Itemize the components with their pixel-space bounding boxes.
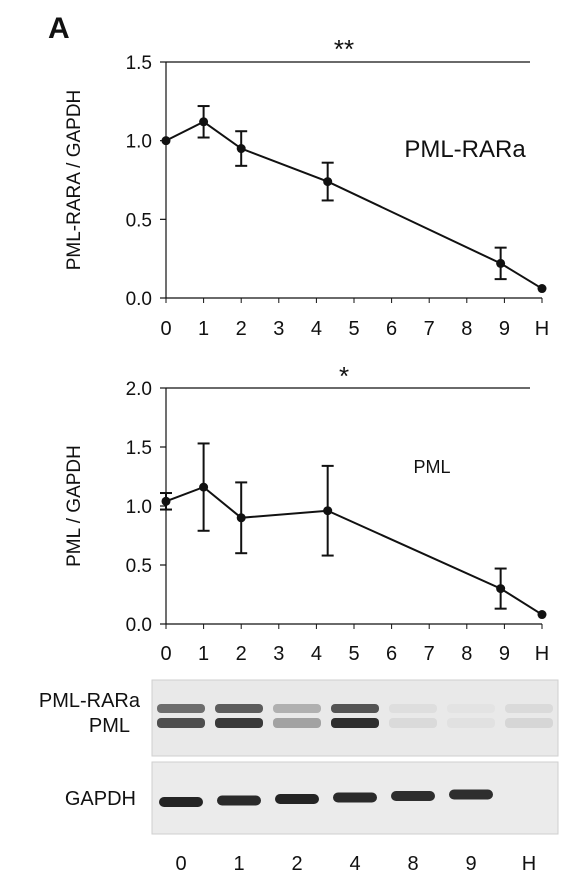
x-tick-label: 6	[386, 318, 397, 340]
data-point	[236, 144, 246, 154]
y-axis-label: PML / GAPDH	[64, 445, 85, 567]
band-pml-rara	[447, 704, 495, 713]
x-tick-label: 6	[386, 643, 397, 665]
chart-annotation: PML	[413, 457, 450, 477]
lane-label: 2	[291, 853, 302, 875]
data-point	[323, 506, 333, 516]
x-tick-label: 4	[311, 643, 322, 665]
data-point	[323, 177, 333, 187]
band-gapdh	[449, 789, 493, 800]
lane-label: 0	[175, 853, 186, 875]
x-tick-label: 8	[461, 318, 472, 340]
y-tick-label: 2.0	[126, 379, 152, 400]
panel-label: A	[48, 12, 70, 45]
chart-annotation: PML-RARa	[404, 136, 526, 163]
y-tick-label: 0.0	[126, 615, 152, 636]
series-line	[165, 485, 543, 616]
x-tick-label: 8	[461, 643, 472, 665]
band-pml-rara	[505, 704, 553, 713]
data-point	[199, 482, 209, 492]
band-pml-rara	[273, 704, 321, 713]
data-point	[161, 136, 171, 146]
western-blot: 0 1 2 4 8 9 H	[151, 679, 559, 875]
y-tick-label: 1.0	[126, 132, 152, 153]
x-tick-label: 5	[348, 318, 359, 340]
x-tick-label: 3	[273, 318, 284, 340]
x-tick-label: 7	[424, 643, 435, 665]
band-pml	[273, 718, 321, 728]
x-tick-label: 5	[348, 643, 359, 665]
y-tick-label: 0.0	[126, 289, 152, 310]
band-gapdh	[333, 792, 377, 803]
data-point	[161, 496, 171, 506]
band-pml-rara	[215, 704, 263, 713]
band-pml-rara	[389, 704, 437, 713]
x-tick-label: H	[535, 318, 549, 340]
blot-label-gapdh: GAPDH	[64, 788, 136, 810]
y-tick-label: 1.0	[126, 497, 152, 518]
band-pml	[331, 718, 379, 728]
x-tick-label: H	[535, 643, 549, 665]
blot-label-pml-rara: PML-RARa	[38, 690, 140, 712]
chart-pml-rara: ** 0.0 0.5 1.0 1.5 0 1 2 3 4 5 6 7 8 9 H PML-RARA / GAPD…	[64, 34, 549, 340]
data-point	[537, 610, 547, 620]
data-point	[496, 584, 506, 594]
lane-label: 9	[465, 853, 476, 875]
significance-label: *	[339, 361, 349, 391]
x-tick-label: 2	[236, 643, 247, 665]
band-pml-rara	[157, 704, 205, 713]
data-point	[236, 513, 246, 523]
x-tick-label: 0	[160, 643, 171, 665]
y-tick-label: 1.5	[126, 53, 152, 74]
x-tick-label: 3	[273, 643, 284, 665]
lane-label: 4	[349, 853, 360, 875]
band-gapdh	[391, 791, 435, 801]
x-tick-label: 2	[236, 318, 247, 340]
x-tick-label: 4	[311, 318, 322, 340]
lane-label: 1	[233, 853, 244, 875]
lane-label: H	[522, 853, 536, 875]
chart-pml: * 0.0 0.5 1.0 1.5 2.0 0 1 2 3 4 5 6 7 8 9 H PML / GAPDH PM…	[64, 361, 549, 665]
y-tick-label: 0.5	[126, 556, 152, 577]
x-tick-label: 7	[424, 318, 435, 340]
y-tick-label: 0.5	[126, 210, 152, 231]
band-pml	[447, 718, 495, 728]
band-pml	[157, 718, 205, 728]
x-tick-label: 9	[499, 318, 510, 340]
blot-label-pml: PML	[88, 715, 130, 737]
y-tick-label: 1.5	[126, 438, 152, 459]
lane-label: 8	[407, 853, 418, 875]
significance-label: **	[334, 34, 354, 64]
band-pml-rara	[331, 704, 379, 713]
x-tick-label: 9	[499, 643, 510, 665]
series-line	[165, 120, 543, 290]
x-tick-label: 1	[198, 643, 209, 665]
band-gapdh	[159, 797, 203, 807]
band-pml	[505, 718, 553, 728]
data-point	[537, 284, 547, 294]
band-gapdh	[275, 794, 319, 804]
band-gapdh	[217, 795, 261, 806]
data-point	[199, 117, 209, 127]
data-point	[496, 258, 506, 268]
band-pml	[215, 718, 263, 728]
y-axis-label: PML-RARA / GAPDH	[64, 90, 85, 271]
x-tick-label: 1	[198, 318, 209, 340]
x-tick-label: 0	[160, 318, 171, 340]
band-pml	[389, 718, 437, 728]
